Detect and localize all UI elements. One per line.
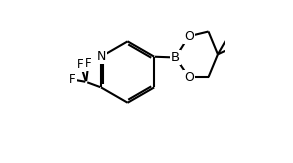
Text: F: F — [85, 57, 92, 70]
Text: O: O — [184, 71, 194, 84]
Text: N: N — [96, 50, 106, 63]
Text: F: F — [69, 73, 76, 86]
Text: F: F — [77, 58, 84, 71]
Text: O: O — [184, 30, 194, 43]
Text: B: B — [171, 51, 180, 64]
